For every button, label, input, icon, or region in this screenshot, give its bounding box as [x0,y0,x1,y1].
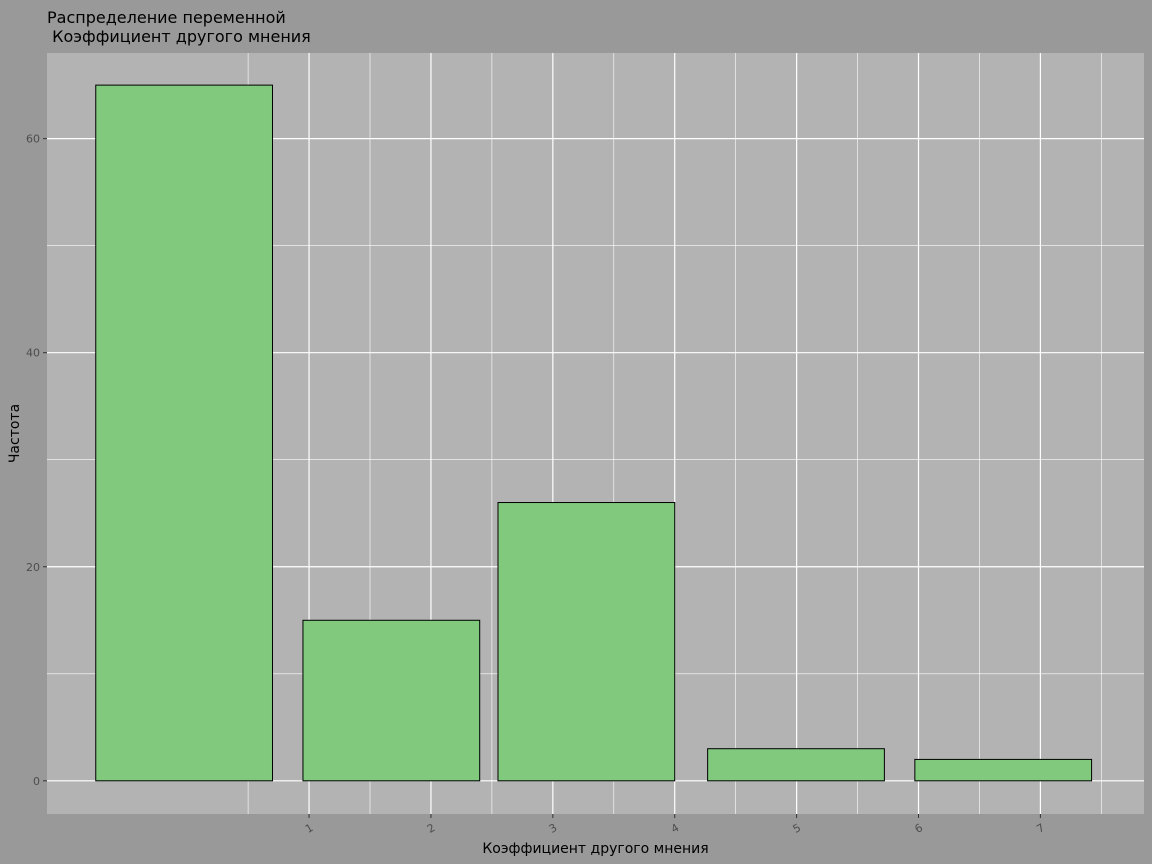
x-axis-title: Коэффициент другого мнения [482,841,708,857]
chart-title: Распределение переменной Коэффициент дру… [47,8,311,46]
bar-3 [497,502,676,782]
x-tick-label: 4 [669,821,682,836]
y-tick-label: 60 [26,133,40,146]
x-tick-label: 1 [303,821,316,836]
bars [95,84,1093,782]
y-axis-title: Частота [7,404,23,463]
y-tick-label: 40 [26,347,40,360]
y-tick-label: 20 [26,561,40,574]
x-tick-label: 7 [1034,821,1047,836]
x-tick-label: 2 [425,821,438,836]
bar-1 [95,84,273,782]
y-axis-ticks: 0 20 40 60 [26,133,47,788]
chart-title-line-2: Коэффициент другого мнения [47,27,311,46]
x-tick-label: 6 [912,821,925,836]
x-tick-label: 5 [791,821,804,836]
chart-title-line-1: Распределение переменной [47,8,286,27]
bar-2 [302,619,481,782]
bar-4 [707,748,885,782]
x-tick-label: 3 [547,821,560,836]
x-axis-ticks: 1 2 3 4 5 6 7 [303,814,1047,836]
bar-5 [914,758,1093,782]
y-tick-label: 0 [33,775,40,788]
